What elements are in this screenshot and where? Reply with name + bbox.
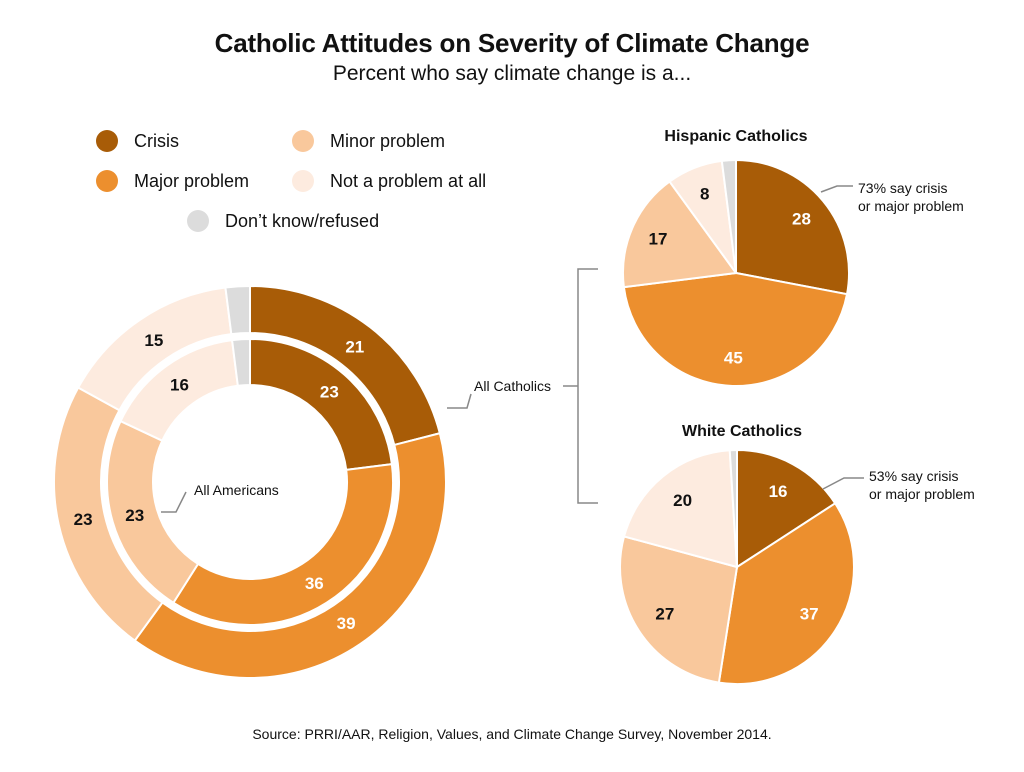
americans-label-crisis: 23	[320, 382, 339, 401]
legend-item-dk: Don’t know/refused	[187, 209, 379, 233]
legend-label-minor: Minor problem	[330, 130, 446, 151]
americans-label-minor: 23	[125, 506, 144, 525]
callout-all-americans: All Americans	[194, 482, 279, 498]
americans-label-not: 16	[170, 375, 189, 394]
hispanic-slice-dk	[720, 158, 737, 274]
legend-label-not: Not a problem at all	[330, 170, 487, 191]
chart-title: Catholic Attitudes on Severity of Climat…	[214, 28, 810, 58]
donut-hole	[153, 385, 347, 579]
legend-swatch-crisis	[96, 130, 118, 152]
pie-title-hispanic: Hispanic Catholics	[664, 128, 808, 145]
white-label-not: 20	[673, 491, 692, 510]
note-hispanic: 73% say crisis or major problem	[858, 180, 964, 214]
legend-swatch-major	[96, 170, 118, 192]
white-slice-not	[622, 449, 739, 569]
white-label-major: 37	[800, 604, 819, 623]
hispanic-label-not: 8	[700, 184, 709, 203]
hispanic-slice-major	[622, 271, 849, 387]
connector-all-catholics	[447, 393, 472, 409]
catholics-label-crisis: 21	[345, 337, 364, 356]
legend-label-crisis: Crisis	[134, 130, 179, 151]
pie-title-white: White Catholics	[681, 423, 802, 440]
legend-label-major: Major problem	[134, 170, 250, 191]
white-label-crisis: 16	[769, 482, 788, 501]
white-slice-major	[717, 501, 855, 685]
catholics-label-major: 39	[337, 614, 356, 633]
legend-swatch-dk	[187, 210, 209, 232]
hispanic-label-major: 45	[724, 348, 743, 367]
hispanic-label-crisis: 28	[792, 209, 811, 228]
legend-item-not: Not a problem at all	[292, 169, 486, 193]
callout-all-catholics: All Catholics	[474, 378, 552, 394]
white-slice-dk	[728, 448, 738, 568]
connector-all-americans	[161, 491, 187, 513]
connector-white-note	[822, 477, 864, 490]
legend-swatch-minor	[292, 130, 314, 152]
legend-item-major: Major problem	[96, 169, 249, 193]
legend-item-minor: Minor problem	[292, 129, 445, 153]
connector-hispanic-note	[820, 185, 853, 193]
donut-separator	[101, 333, 399, 631]
bracket-line	[577, 268, 598, 504]
catholics-slice-major	[133, 432, 447, 679]
catholics-label-not: 15	[144, 331, 163, 350]
hispanic-slice-crisis	[735, 158, 850, 296]
white-label-minor: 27	[655, 604, 674, 623]
hispanic-slice-minor	[622, 180, 738, 289]
legend-swatch-not	[292, 170, 314, 192]
white-slice-crisis	[736, 448, 837, 569]
catholics-label-minor: 23	[74, 510, 93, 529]
americans-label-major: 36	[305, 574, 324, 593]
chart-subtitle: Percent who say climate change is a...	[332, 62, 692, 85]
white-slice-minor	[619, 535, 739, 684]
hispanic-label-minor: 17	[649, 230, 668, 249]
note-white: 53% say crisis or major problem	[869, 468, 975, 502]
legend-item-crisis: Crisis	[96, 129, 179, 153]
legend-label-dk: Don’t know/refused	[225, 210, 380, 231]
source-note: Source: PRRI/AAR, Religion, Values, and …	[252, 726, 772, 742]
